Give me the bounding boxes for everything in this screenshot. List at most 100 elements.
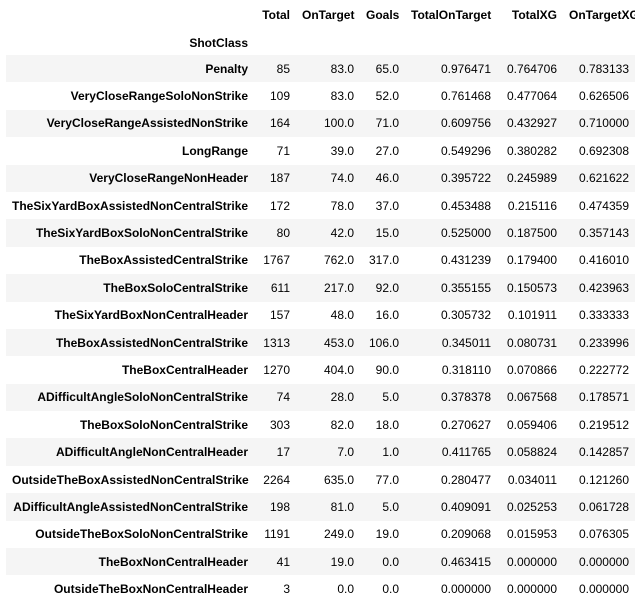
cell-total: 611 [270, 280, 290, 295]
cell-goals: 0.0 [382, 582, 399, 597]
row-index-label: TheBoxCentralHeader [121, 362, 248, 377]
cell-goals: 1.0 [382, 445, 399, 460]
cell-total-on-target: 0.345011 [441, 335, 491, 350]
column-header-goals: Goals [366, 8, 400, 22]
cell-total-xg: 0.070866 [506, 362, 557, 377]
cell-total-xg: 0.150573 [506, 280, 557, 295]
cell-total-xg: 0.245989 [506, 171, 557, 186]
cell-total: 85 [276, 61, 290, 76]
cell-on-target: 82.0 [330, 417, 354, 432]
cell-goals: 92.0 [375, 280, 399, 295]
cell-on-target-xg: 0.357143 [578, 226, 629, 241]
cell-on-target: 7.0 [337, 445, 354, 460]
row-index-label: TheBoxNonCentralHeader [98, 554, 248, 569]
row-index-label: VeryCloseRangeAssistedNonStrike [46, 116, 248, 131]
cell-total-on-target: 0.280477 [440, 472, 491, 487]
cell-total-on-target: 0.000000 [440, 582, 491, 597]
cell-total-on-target: 0.409091 [440, 499, 491, 514]
index-name: ShotClass [189, 35, 248, 50]
cell-total-on-target: 0.209068 [440, 527, 491, 542]
cell-on-target: 635.0 [323, 472, 354, 487]
cell-on-target-xg: 0.626506 [578, 89, 629, 104]
table-row: TheSixYardBoxAssistedNonCentralStrike 172… [6, 191, 635, 220]
cell-total-xg: 0.000000 [506, 554, 557, 569]
table-row: VeryCloseRangeAssistedNonStrike 164 100.0 7… [6, 109, 635, 138]
cell-goals: 5.0 [382, 390, 399, 405]
empty-header-cell [360, 30, 405, 55]
cell-total-xg: 0.215116 [507, 198, 557, 213]
cell-total-on-target: 0.525000 [440, 226, 491, 241]
cell-total-on-target: 0.305732 [440, 308, 491, 323]
cell-total-on-target: 0.976471 [440, 61, 491, 76]
cell-total: 74 [276, 390, 290, 405]
cell-on-target-xg: 0.000000 [578, 554, 629, 569]
dataframe-table: Total OnTarget Goals TotalOnTarget Total… [6, 0, 635, 603]
cell-total-xg: 0.015953 [506, 527, 557, 542]
cell-total-on-target: 0.549296 [440, 143, 491, 158]
cell-total: 198 [269, 499, 290, 514]
table-row: ADifficultAngleSoloNonCentralStrike 74 28.… [6, 383, 635, 412]
empty-header-cell [296, 30, 360, 55]
cell-total-on-target: 0.453488 [440, 198, 491, 213]
cell-total: 187 [269, 171, 290, 186]
cell-total-on-target: 0.609756 [440, 116, 491, 131]
table-row: TheBoxSoloNonCentralStrike 303 82.0 18.0 0.2… [6, 411, 635, 439]
cell-total-on-target: 0.378378 [440, 390, 491, 405]
cell-on-target-xg: 0.621622 [578, 171, 629, 186]
row-index-label: TheBoxAssistedCentralStrike [79, 253, 248, 268]
cell-total-xg: 0.764706 [506, 61, 557, 76]
cell-total-xg: 0.179400 [506, 253, 557, 268]
column-header-ontargetxg: OnTargetXG [569, 8, 635, 22]
row-index-label: ADifficultAngleAssistedNonCentralStrike [13, 499, 248, 514]
cell-on-target-xg: 0.474359 [578, 198, 629, 213]
cell-goals: 106.0 [368, 335, 399, 350]
cell-total: 109 [269, 89, 290, 104]
cell-goals: 0.0 [382, 554, 399, 569]
cell-goals: 71.0 [375, 116, 399, 131]
table-row: LongRange 71 39.0 27.0 0.549296 0.380282 0.692… [6, 137, 635, 165]
table-row: TheBoxAssistedNonCentralStrike 1313 453.0 1… [6, 328, 635, 357]
cell-goals: 52.0 [375, 89, 399, 104]
cell-total: 1191 [264, 527, 290, 542]
row-index-label: ADifficultAngleSoloNonCentralStrike [37, 390, 248, 405]
cell-goals: 90.0 [375, 362, 399, 377]
row-index-label: TheSixYardBoxNonCentralHeader [54, 308, 248, 323]
cell-goals: 15.0 [375, 226, 399, 241]
row-index-label: TheSixYardBoxSoloNonCentralStrike [35, 226, 248, 241]
cell-total: 80 [276, 226, 290, 241]
cell-total: 303 [269, 417, 290, 432]
cell-goals: 19.0 [375, 527, 399, 542]
cell-goals: 37.0 [375, 198, 399, 213]
cell-total-on-target: 0.463415 [440, 554, 491, 569]
cell-on-target-xg: 0.233996 [578, 335, 629, 350]
table-row: VeryCloseRangeSoloNonStrike 109 83.0 52.0 0.… [6, 82, 635, 110]
cell-total-xg: 0.058824 [506, 445, 557, 460]
cell-total: 157 [269, 308, 290, 323]
cell-on-target: 404.0 [323, 362, 354, 377]
table-row: VeryCloseRangeNonHeader 187 74.0 46.0 0.3957… [6, 164, 635, 192]
table-body: Penalty 85 83.0 65.0 0.976471 0.764706 0.78313… [6, 55, 635, 603]
cell-total: 1767 [263, 253, 290, 268]
cell-total: 3 [283, 582, 290, 597]
cell-on-target-xg: 0.061728 [578, 499, 629, 514]
cell-on-target-xg: 0.333333 [578, 308, 629, 323]
cell-on-target: 78.0 [330, 198, 354, 213]
cell-total-xg: 0.067568 [506, 390, 557, 405]
cell-total: 17 [276, 445, 290, 460]
table-row: TheSixYardBoxSoloNonCentralStrike 80 42.0 1… [6, 219, 635, 247]
row-index-label: TheSixYardBoxAssistedNonCentralStrike [12, 198, 249, 213]
cell-total-xg: 0.080731 [506, 335, 557, 350]
cell-total-on-target: 0.395722 [440, 171, 491, 186]
cell-on-target: 453.0 [323, 335, 354, 350]
cell-total-xg: 0.432927 [506, 116, 557, 131]
cell-on-target-xg: 0.710000 [578, 116, 629, 131]
row-index-label: TheBoxAssistedNonCentralStrike [55, 335, 248, 350]
cell-total-xg: 0.034011 [507, 472, 557, 487]
cell-goals: 46.0 [375, 171, 399, 186]
cell-on-target-xg: 0.219512 [578, 417, 629, 432]
cell-on-target: 249.0 [323, 527, 354, 542]
cell-total-xg: 0.000000 [506, 582, 557, 597]
cell-on-target: 39.0 [330, 143, 354, 158]
cell-total-xg: 0.025253 [506, 499, 557, 514]
